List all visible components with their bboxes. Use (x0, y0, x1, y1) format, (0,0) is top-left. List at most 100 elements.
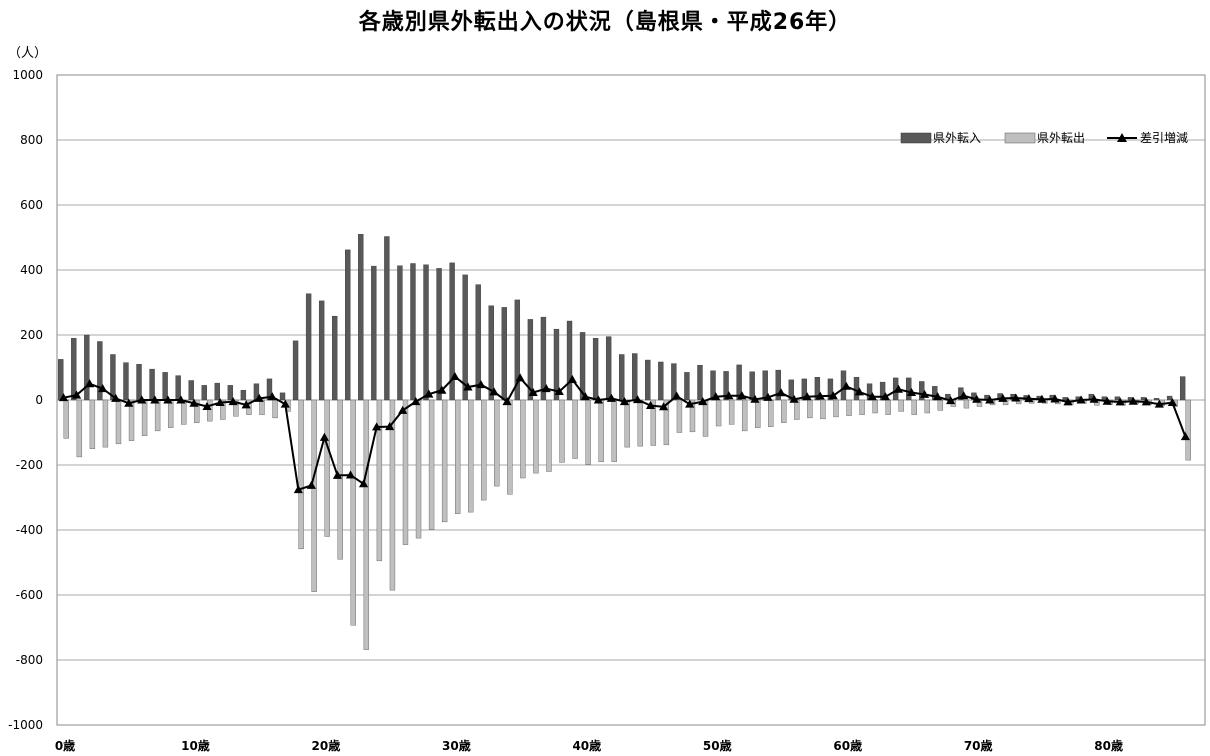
bar-outflow (415, 399, 422, 539)
net-change-point (1024, 394, 1034, 403)
net-change-point (189, 398, 199, 407)
bar-outflow (468, 399, 474, 513)
net-change-point (71, 390, 82, 399)
net-change-point (372, 422, 382, 431)
net-change-point (906, 387, 917, 396)
net-change-point (424, 389, 434, 398)
net-change-point (163, 395, 173, 404)
bar-inflow (162, 372, 168, 401)
net-change-point (358, 479, 369, 488)
bar-outflow (559, 399, 565, 463)
bar-outflow (611, 399, 617, 462)
net-change-point (985, 395, 995, 404)
net-change-point (711, 392, 721, 401)
net-change-point (724, 391, 734, 400)
net-change-point (672, 391, 682, 400)
bar-inflow (305, 293, 312, 401)
net-change-point (111, 393, 121, 402)
bar-inflow (227, 385, 234, 401)
bar-outflow (924, 399, 930, 414)
net-change-point (802, 392, 812, 401)
x-tick-label: 50歳 (703, 738, 732, 753)
net-change-point (919, 389, 930, 398)
y-tick-label: -800 (16, 653, 43, 667)
bar-outflow (428, 399, 435, 530)
legend: 県外転入 県外転出 差引増減 (900, 130, 1188, 145)
bar-inflow (540, 316, 547, 401)
bar-outflow (233, 399, 239, 417)
net-change-point (659, 402, 669, 411)
bar-outflow (872, 399, 878, 414)
net-change-point (789, 394, 799, 403)
net-change-point (541, 384, 551, 393)
net-change-point (528, 387, 538, 396)
bar-inflow (214, 382, 220, 401)
bar-outflow (715, 399, 722, 427)
net-change-point (306, 480, 316, 489)
bar-outflow (833, 399, 839, 418)
bar-outflow (624, 399, 630, 448)
y-tick-label: -200 (16, 458, 43, 472)
net-change-point (254, 393, 264, 402)
bar-outflow (859, 399, 865, 415)
y-tick-label: -400 (16, 523, 43, 537)
net-change-point (880, 392, 890, 401)
bar-inflow (71, 338, 77, 401)
bar-inflow (658, 361, 664, 401)
net-change-point (280, 399, 290, 408)
net-change-point (841, 381, 851, 390)
net-change-point (398, 405, 408, 414)
y-tick-label: 400 (20, 263, 43, 277)
bar-outflow (259, 399, 265, 415)
legend-label-net: 差引増減 (1140, 130, 1188, 145)
bar-inflow (645, 359, 651, 401)
y-tick-label: 1000 (12, 68, 43, 82)
bar-inflow (475, 284, 481, 401)
net-change-point (567, 374, 577, 383)
bar-inflow (84, 334, 90, 401)
net-change-point (1089, 394, 1099, 403)
net-change-point (385, 422, 395, 431)
net-change-point (228, 397, 238, 406)
bar-inflow (384, 236, 390, 401)
bar-outflow (481, 399, 487, 501)
bar-outflow (154, 399, 161, 432)
bar-inflow (97, 341, 103, 401)
bar-outflow (846, 399, 852, 416)
y-axis-unit-label: （人） (8, 46, 48, 61)
bar-inflow (292, 340, 299, 401)
net-change-point (737, 391, 747, 400)
bar-outflow (402, 399, 409, 545)
bar-inflow (827, 378, 834, 401)
bar-inflow (332, 315, 338, 401)
net-change-point (293, 485, 303, 494)
bar-outflow (1185, 399, 1191, 461)
bar-inflow (462, 274, 468, 401)
bar-outflow (637, 399, 643, 447)
net-change-point (241, 400, 251, 409)
net-change-point (502, 397, 512, 406)
x-axis-ticks: 0歳 10歳 20歳 30歳 40歳 50歳 60歳 70歳 80歳 (55, 738, 1123, 753)
legend-label-inflow: 県外転入 (933, 131, 981, 145)
net-change-point (932, 392, 943, 401)
net-change-point (1180, 432, 1191, 441)
y-tick-label: 0 (35, 393, 43, 407)
net-change-point (593, 395, 603, 404)
net-change-point (437, 385, 447, 394)
net-change-point (332, 470, 343, 479)
net-change-point (998, 393, 1008, 402)
bar-inflow (1166, 395, 1173, 401)
bar-outflow (728, 399, 735, 425)
net-change-point (1076, 395, 1086, 404)
bar-inflow (1153, 398, 1160, 401)
bar-outflow (350, 399, 356, 626)
bar-inflow (436, 268, 442, 401)
bar-outflow (324, 399, 330, 537)
legend-swatch-inflow (900, 132, 932, 144)
bar-outflow (141, 399, 148, 436)
gridlines (57, 74, 1205, 726)
bar-inflow (736, 364, 742, 401)
bar-outflow (663, 399, 670, 446)
y-tick-label: 200 (20, 328, 43, 342)
bar-outflow (963, 399, 970, 409)
